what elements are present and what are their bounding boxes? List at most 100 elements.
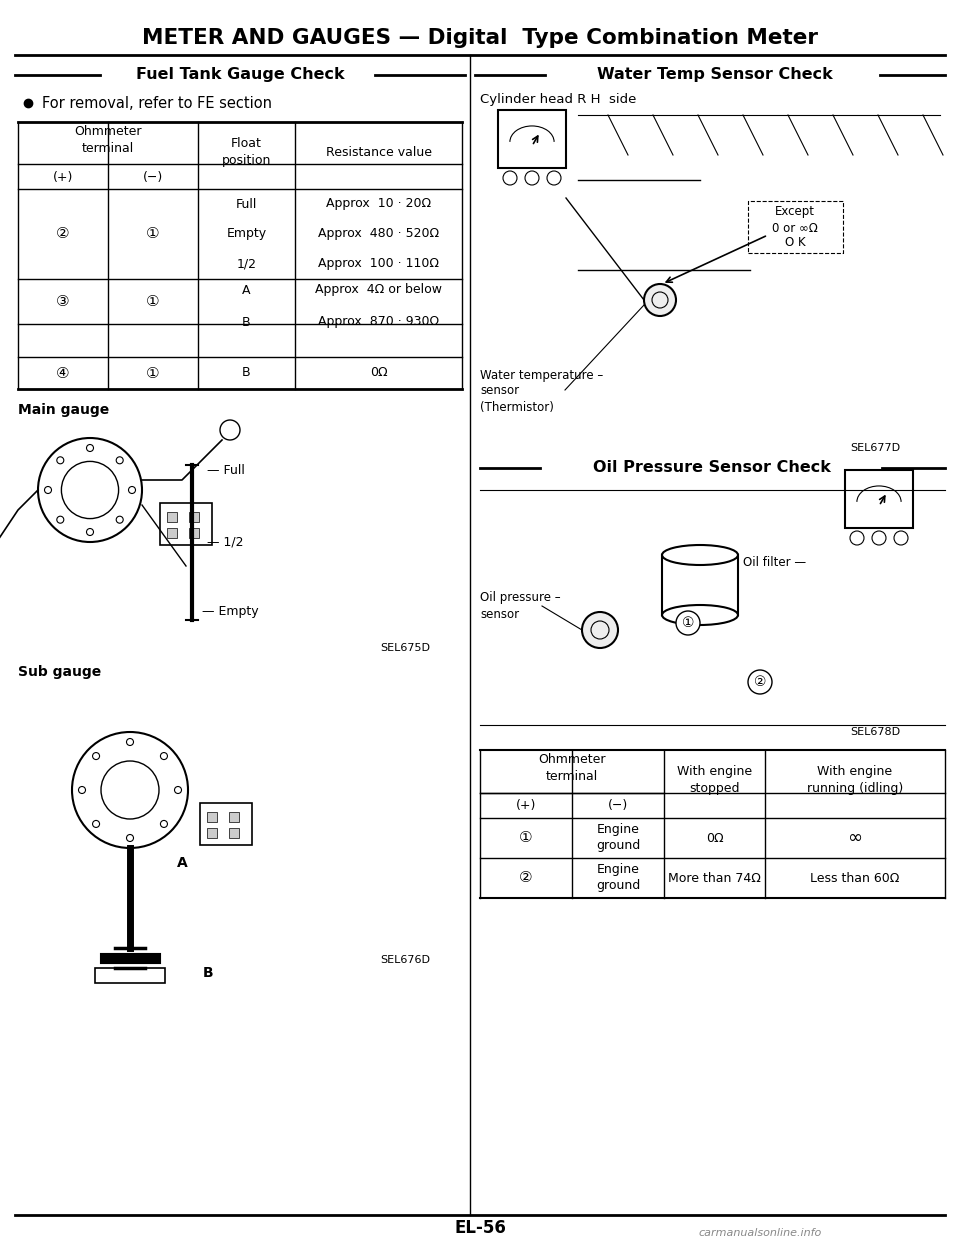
Text: B: B <box>242 315 251 329</box>
Text: carmanualsonline.info: carmanualsonline.info <box>698 1229 822 1239</box>
Text: ①: ① <box>682 616 694 630</box>
Text: (−): (−) <box>608 799 628 813</box>
Circle shape <box>525 171 539 185</box>
Text: ④: ④ <box>57 366 70 381</box>
Text: Oil filter —: Oil filter — <box>743 556 806 570</box>
Text: — Empty: — Empty <box>202 606 258 618</box>
Circle shape <box>160 820 167 828</box>
Bar <box>498 110 566 168</box>
Text: Sub gauge: Sub gauge <box>18 665 101 679</box>
Circle shape <box>676 611 700 635</box>
Circle shape <box>503 171 517 185</box>
Bar <box>95 968 165 983</box>
Circle shape <box>57 516 63 524</box>
Bar <box>207 812 217 822</box>
Text: With engine
running (idling): With engine running (idling) <box>806 764 903 795</box>
Text: Resistance value: Resistance value <box>325 145 431 159</box>
Text: Ohmmeter
terminal: Ohmmeter terminal <box>74 125 142 155</box>
Text: (+): (+) <box>53 170 73 184</box>
Circle shape <box>127 738 133 746</box>
Text: 1/2: 1/2 <box>236 257 256 271</box>
Text: Main gauge: Main gauge <box>18 403 109 417</box>
Text: Oil pressure –: Oil pressure – <box>480 592 561 604</box>
Text: Approx  870 · 930Ω: Approx 870 · 930Ω <box>318 315 439 329</box>
Text: sensor: sensor <box>480 608 519 620</box>
Text: (Thermistor): (Thermistor) <box>480 401 554 413</box>
Text: ③: ③ <box>57 294 70 309</box>
Text: Approx  4Ω or below: Approx 4Ω or below <box>315 283 442 297</box>
Circle shape <box>127 834 133 841</box>
Circle shape <box>644 284 676 316</box>
Text: A: A <box>177 856 187 870</box>
Bar <box>167 527 177 539</box>
Circle shape <box>850 531 864 545</box>
Text: ①: ① <box>146 366 159 381</box>
Text: (−): (−) <box>143 170 163 184</box>
Text: — 1/2: — 1/2 <box>207 536 244 549</box>
Bar <box>207 828 217 838</box>
Text: ②: ② <box>57 227 70 242</box>
Circle shape <box>92 820 100 828</box>
Circle shape <box>748 670 772 694</box>
Text: Cylinder head R H  side: Cylinder head R H side <box>480 93 636 107</box>
Text: ∞: ∞ <box>848 829 862 848</box>
Circle shape <box>116 516 123 524</box>
Text: More than 74Ω: More than 74Ω <box>668 871 761 885</box>
Circle shape <box>44 486 52 494</box>
Text: O K: O K <box>784 237 805 249</box>
Text: Engine
ground: Engine ground <box>596 824 640 853</box>
Text: 0Ω: 0Ω <box>706 831 723 844</box>
Text: Full: Full <box>236 197 257 211</box>
Circle shape <box>86 529 93 536</box>
Circle shape <box>79 787 85 793</box>
Text: Less than 60Ω: Less than 60Ω <box>810 871 900 885</box>
Text: Empty: Empty <box>227 227 267 241</box>
Circle shape <box>894 531 908 545</box>
Circle shape <box>160 752 167 759</box>
Circle shape <box>92 752 100 759</box>
Bar <box>189 513 199 522</box>
Text: B: B <box>203 965 214 980</box>
Bar <box>229 828 239 838</box>
Text: A: A <box>242 283 251 297</box>
Text: ②: ② <box>754 675 766 689</box>
Text: SEL677D: SEL677D <box>850 443 900 453</box>
Circle shape <box>547 171 561 185</box>
Bar <box>845 470 913 527</box>
Bar <box>229 812 239 822</box>
Bar <box>200 803 252 845</box>
Circle shape <box>582 612 618 648</box>
Text: Except: Except <box>775 205 815 217</box>
Bar <box>189 527 199 539</box>
Bar <box>748 201 843 253</box>
Text: — Full: — Full <box>207 463 245 477</box>
Text: B: B <box>242 366 251 380</box>
Circle shape <box>872 531 886 545</box>
Text: Engine
ground: Engine ground <box>596 864 640 892</box>
Text: With engine
stopped: With engine stopped <box>677 764 752 795</box>
Text: SEL676D: SEL676D <box>380 956 430 965</box>
Circle shape <box>175 787 181 793</box>
Text: Water temperature –: Water temperature – <box>480 369 603 381</box>
Circle shape <box>57 457 63 464</box>
Text: Approx  480 · 520Ω: Approx 480 · 520Ω <box>318 227 439 241</box>
Text: METER AND GAUGES — Digital  Type Combination Meter: METER AND GAUGES — Digital Type Combinat… <box>142 29 818 48</box>
Text: Water Temp Sensor Check: Water Temp Sensor Check <box>597 67 833 82</box>
Text: EL-56: EL-56 <box>454 1219 506 1237</box>
Text: ②: ② <box>519 870 533 886</box>
Bar <box>160 503 212 545</box>
Text: Approx  100 · 110Ω: Approx 100 · 110Ω <box>318 257 439 271</box>
Text: For removal, refer to FE section: For removal, refer to FE section <box>42 96 272 110</box>
Text: Ohmmeter
terminal: Ohmmeter terminal <box>539 753 606 783</box>
Bar <box>167 513 177 522</box>
Circle shape <box>220 419 240 441</box>
Circle shape <box>86 444 93 452</box>
Text: 0Ω: 0Ω <box>370 366 387 380</box>
Text: ①: ① <box>146 294 159 309</box>
Circle shape <box>116 457 123 464</box>
Circle shape <box>129 486 135 494</box>
Text: Oil Pressure Sensor Check: Oil Pressure Sensor Check <box>593 460 831 475</box>
Text: Approx  10 · 20Ω: Approx 10 · 20Ω <box>326 197 431 211</box>
Text: SEL675D: SEL675D <box>380 643 430 653</box>
Text: ①: ① <box>146 227 159 242</box>
